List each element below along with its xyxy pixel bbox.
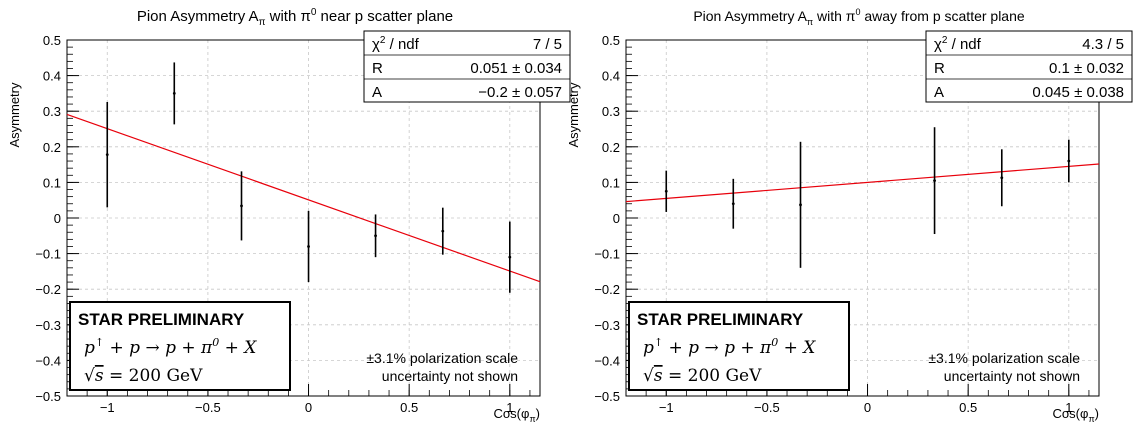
y-tick-label: −0.5 xyxy=(594,389,620,404)
chart-panel-near: Pion Asymmetry Aπ with π0 near p scatter… xyxy=(7,7,571,424)
data-point xyxy=(105,153,109,157)
data-point xyxy=(172,92,176,95)
y-tick-label: 0.1 xyxy=(43,175,61,190)
energy-formula: √s = 200 GeV xyxy=(84,366,203,386)
chi2-value: 4.3 / 5 xyxy=(1082,36,1124,53)
x-tick-label: −1 xyxy=(659,400,674,415)
data-point xyxy=(508,255,512,259)
polarization-note-line1: ±3.1% polarization scale xyxy=(366,350,518,366)
y-tick-labels: 0.5 0.4 0.3 0.2 0.1 0 −0.1 −0.2 −0.3 −0.4 −0.5 xyxy=(594,33,620,404)
y-tick-label: −0.2 xyxy=(35,282,61,297)
x-tick-label: −0.5 xyxy=(754,400,780,415)
a-label: A xyxy=(372,84,382,101)
x-tick-label: −1 xyxy=(100,400,115,415)
y-tick-label: 0.1 xyxy=(602,175,620,190)
y-tick-label: 0 xyxy=(613,211,620,226)
y-tick-label: −0.1 xyxy=(594,247,620,262)
data-point xyxy=(1000,176,1004,180)
y-tick-label: −0.3 xyxy=(35,318,61,333)
fit-stats-box: χ2 / ndf 7 / 5 R 0.051 ± 0.034 A −0.2 ± … xyxy=(363,30,571,103)
data-point xyxy=(240,204,243,208)
star-label: STAR PRELIMINARY xyxy=(637,310,804,329)
fit-line xyxy=(625,163,1100,203)
chart-title: Pion Asymmetry Aπ with π0 away from p sc… xyxy=(693,7,1025,27)
r-value: 0.051 ± 0.034 xyxy=(470,60,562,77)
y-axis-label: Asymmetry xyxy=(7,82,22,148)
y-tick-label: 0.5 xyxy=(602,33,620,48)
x-tick-label: 0 xyxy=(864,400,871,415)
a-value: 0.045 ± 0.038 xyxy=(1032,84,1124,101)
data-points xyxy=(664,127,1071,268)
y-tick-label: 0.3 xyxy=(43,104,61,119)
data-point xyxy=(441,229,445,233)
y-axis-label: Asymmetry xyxy=(566,82,581,148)
x-tick-label: 1 xyxy=(506,400,513,415)
r-value: 0.1 ± 0.032 xyxy=(1049,60,1124,77)
data-points xyxy=(105,62,512,293)
y-tick-label: −0.4 xyxy=(35,353,61,368)
y-tick-label: 0.3 xyxy=(602,104,620,119)
y-tick-label: 0.4 xyxy=(43,69,61,84)
x-tick-label: 0.5 xyxy=(959,400,977,415)
y-tick-label: −0.5 xyxy=(35,389,61,404)
chart-panel-away: Pion Asymmetry Aπ with π0 away from p sc… xyxy=(566,7,1133,424)
x-tick-label: 1 xyxy=(1065,400,1072,415)
polarization-note-line1: ±3.1% polarization scale xyxy=(928,350,1080,366)
reaction-formula: p↑ + p → p + π0 + X xyxy=(84,336,257,358)
energy-formula: √s = 200 GeV xyxy=(643,366,762,386)
x-axis-label: Cos(φπ) xyxy=(494,406,540,424)
data-point xyxy=(1067,159,1071,163)
data-point xyxy=(307,245,310,248)
y-tick-label: 0.4 xyxy=(602,69,620,84)
data-point xyxy=(799,203,802,207)
y-tick-label: 0.5 xyxy=(43,33,61,48)
x-tick-labels: −1 −0.5 0 0.5 1 xyxy=(100,400,514,415)
chi2-value: 7 / 5 xyxy=(533,36,562,53)
data-point xyxy=(664,189,668,193)
star-label: STAR PRELIMINARY xyxy=(78,310,245,329)
x-tick-label: 0 xyxy=(305,400,312,415)
y-tick-label: 0 xyxy=(54,211,61,226)
reaction-formula: p↑ + p → p + π0 + X xyxy=(643,336,816,358)
fit-line xyxy=(66,113,541,283)
y-tick-label: 0.2 xyxy=(43,140,61,155)
y-tick-label: −0.4 xyxy=(594,353,620,368)
y-tick-labels: 0.5 0.4 0.3 0.2 0.1 0 −0.1 −0.2 −0.3 −0.4 −0.5 xyxy=(35,33,61,404)
star-preliminary-box: STAR PRELIMINARY p↑ + p → p + π0 + X √s … xyxy=(628,301,850,391)
polarization-note-line2: uncertainty not shown xyxy=(382,368,518,384)
x-tick-labels: −1 −0.5 0 0.5 1 xyxy=(659,400,1073,415)
y-tick-label: −0.3 xyxy=(594,318,620,333)
a-label: A xyxy=(934,84,944,101)
x-tick-label: 0.5 xyxy=(400,400,418,415)
axis-ticks xyxy=(626,39,1090,397)
data-point xyxy=(731,202,735,206)
polarization-note-line2: uncertainty not shown xyxy=(944,368,1080,384)
data-point xyxy=(933,179,936,183)
data-point xyxy=(374,234,377,238)
chart-title: Pion Asymmetry Aπ with π0 near p scatter… xyxy=(137,7,453,28)
a-value: −0.2 ± 0.057 xyxy=(478,84,562,101)
r-label: R xyxy=(934,60,945,77)
r-label: R xyxy=(372,60,383,77)
x-axis-label: Cos(φπ) xyxy=(1053,406,1099,424)
fit-stats-box: χ2 / ndf 4.3 / 5 R 0.1 ± 0.032 A 0.045 ±… xyxy=(925,30,1133,103)
x-tick-label: −0.5 xyxy=(195,400,221,415)
y-tick-label: −0.1 xyxy=(35,247,61,262)
y-tick-label: −0.2 xyxy=(594,282,620,297)
chi2-label: χ2 / ndf xyxy=(934,35,982,53)
y-tick-label: 0.2 xyxy=(602,140,620,155)
chi2-label: χ2 / ndf xyxy=(372,35,420,53)
star-preliminary-box: STAR PRELIMINARY p↑ + p → p + π0 + X √s … xyxy=(69,301,291,391)
